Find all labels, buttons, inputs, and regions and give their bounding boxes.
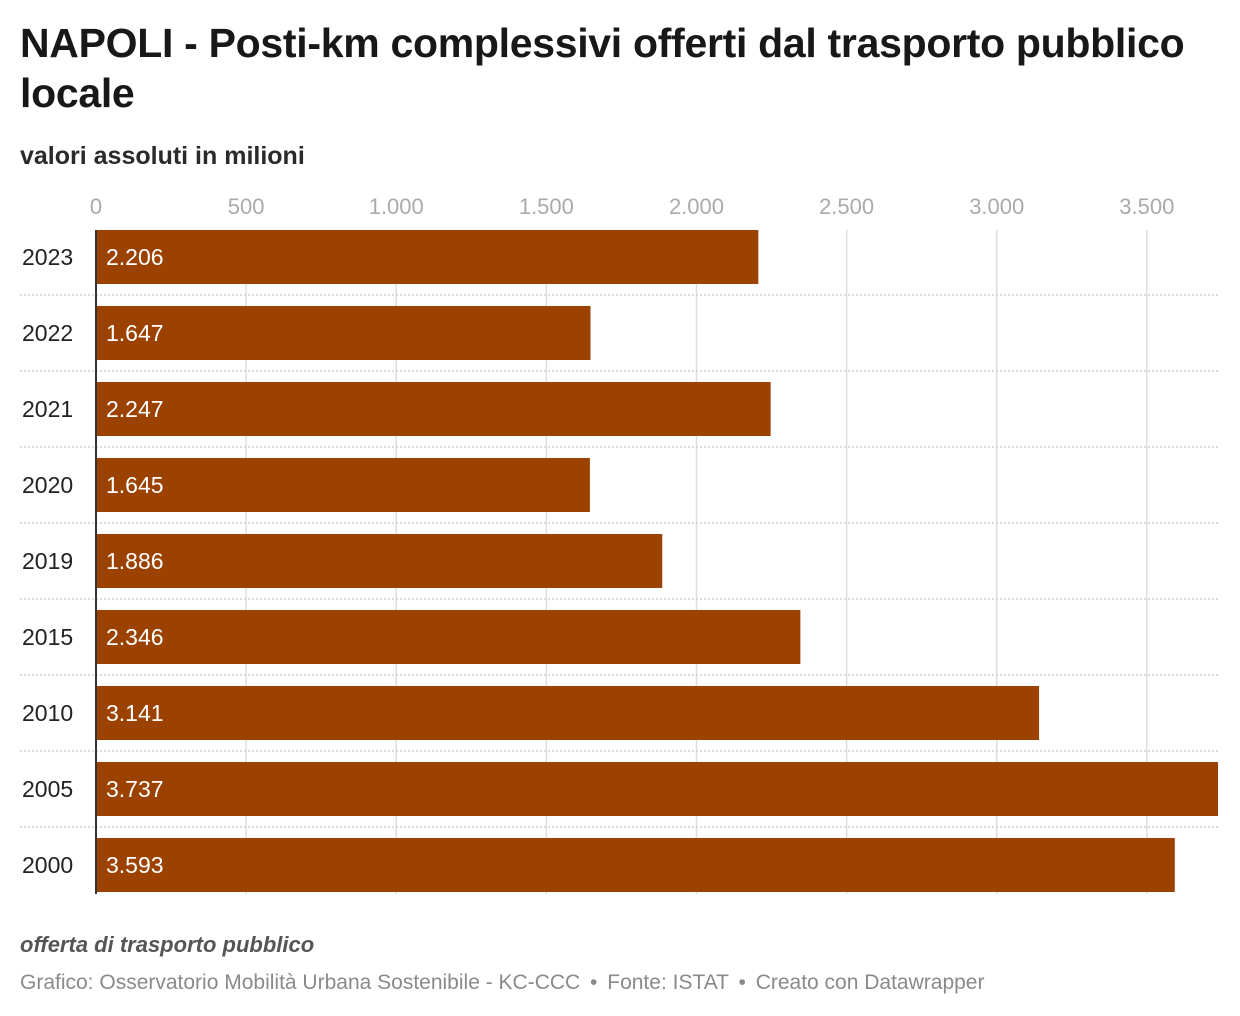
chart-title: NAPOLI - Posti-km complessivi offerti da… xyxy=(20,20,1185,116)
footer-separator: • xyxy=(738,971,746,994)
bar-value-label: 3.593 xyxy=(106,852,164,878)
bar-value-label: 3.737 xyxy=(106,776,164,802)
category-label: 2021 xyxy=(22,396,73,422)
bar xyxy=(96,382,771,436)
x-tick-label: 0 xyxy=(90,194,102,219)
bar xyxy=(96,610,801,664)
bar-value-label: 2.247 xyxy=(106,396,164,422)
x-tick-label: 1.000 xyxy=(369,194,424,219)
category-label: 2022 xyxy=(22,320,73,346)
category-label: 2010 xyxy=(22,700,73,726)
category-label: 2015 xyxy=(22,624,73,650)
x-tick-label: 1.500 xyxy=(519,194,574,219)
x-tick-label: 2.000 xyxy=(669,194,724,219)
x-tick-label: 2.500 xyxy=(819,194,874,219)
chart-footer: Grafico: Osservatorio Mobilità Urbana So… xyxy=(20,968,984,998)
category-label: 2019 xyxy=(22,548,73,574)
bar xyxy=(96,458,590,512)
bar xyxy=(96,838,1175,892)
category-label: 2023 xyxy=(22,244,73,270)
bar-value-label: 1.645 xyxy=(106,472,164,498)
category-label: 2020 xyxy=(22,472,73,498)
chart-notes: offerta di trasporto pubblico xyxy=(20,932,315,957)
bar-value-label: 1.647 xyxy=(106,320,164,346)
x-tick-label: 3.000 xyxy=(969,194,1024,219)
bar xyxy=(96,534,663,588)
category-label: 2005 xyxy=(22,776,73,802)
footer-credit: Grafico: Osservatorio Mobilità Urbana So… xyxy=(20,971,581,994)
footer-source: Fonte: ISTAT xyxy=(607,971,729,994)
bar-chart: 0 500 1.000 1.500 2.000 2.500 3.000 3.500 2023 2.… xyxy=(20,194,1218,894)
bar xyxy=(96,306,591,360)
bar xyxy=(96,762,1218,816)
category-label: 2000 xyxy=(22,852,73,878)
bar xyxy=(96,686,1040,740)
bar-value-label: 2.206 xyxy=(106,244,164,270)
chart-subtitle: valori assoluti in milioni xyxy=(20,142,305,170)
footer-separator: • xyxy=(590,971,598,994)
x-tick-label: 3.500 xyxy=(1119,194,1174,219)
bar xyxy=(96,230,759,284)
x-tick-label: 500 xyxy=(228,194,265,219)
footer-made-with: Creato con Datawrapper xyxy=(755,971,985,994)
bar-value-label: 2.346 xyxy=(106,624,164,650)
bar-value-label: 1.886 xyxy=(106,548,164,574)
bar-value-label: 3.141 xyxy=(106,700,164,726)
